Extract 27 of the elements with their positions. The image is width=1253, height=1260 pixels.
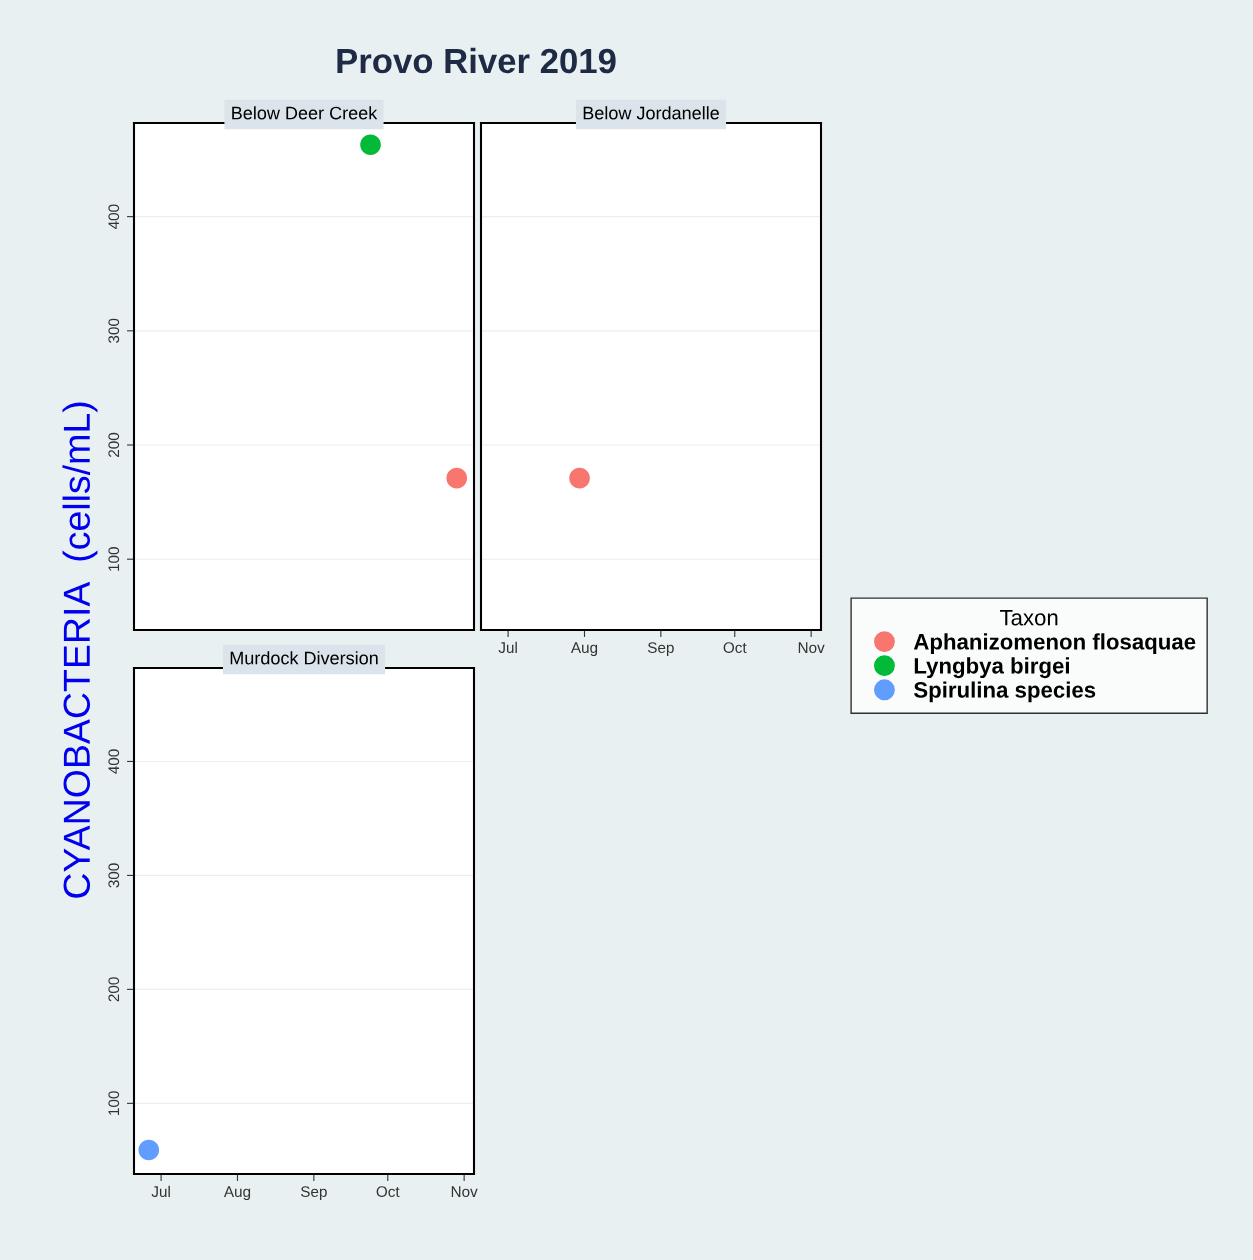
chart-title: Below Jordanelle (583, 106, 719, 120)
chart-title: Provo River 2019 (337, 47, 616, 74)
x-tick-label: Nov (451, 1186, 478, 1198)
x-tick-label: Jul (498, 641, 517, 654)
y-axis-title: CYANOBACTERIA (cells/mL) (62, 402, 98, 898)
y-tick-label: 200 (108, 432, 120, 457)
x-tick-label: Aug (223, 1186, 251, 1201)
legend-label: Aphanizomenon flosaquae (913, 633, 1196, 654)
y-tick-label: 400 (108, 749, 120, 774)
y-tick-label: 100 (108, 1091, 120, 1115)
y-tick-label: 300 (108, 318, 120, 343)
chart-subtitle: Below Deer Creek (232, 106, 378, 120)
x-tick-label: Oct (723, 642, 747, 654)
y-tick-label: 200 (108, 977, 120, 1002)
x-tick-label: Aug (570, 642, 598, 657)
legend-label: Spirulina species (913, 681, 1096, 703)
legend-title: Taxon (999, 610, 1058, 626)
x-tick-label: Jul (151, 1185, 170, 1198)
y-tick-label: 400 (108, 204, 120, 230)
y-tick-label: 300 (108, 863, 120, 888)
x-tick-label: Sep (647, 642, 674, 657)
x-tick-label: Nov (798, 642, 825, 654)
x-tick-label: Oct (376, 1186, 400, 1198)
y-tick-label: 100 (108, 547, 120, 571)
legend-label: Lyngbya birgei (914, 657, 1069, 679)
x-tick-label: Sep (300, 1186, 327, 1201)
chart-title: Murdock Diversion (230, 651, 378, 665)
